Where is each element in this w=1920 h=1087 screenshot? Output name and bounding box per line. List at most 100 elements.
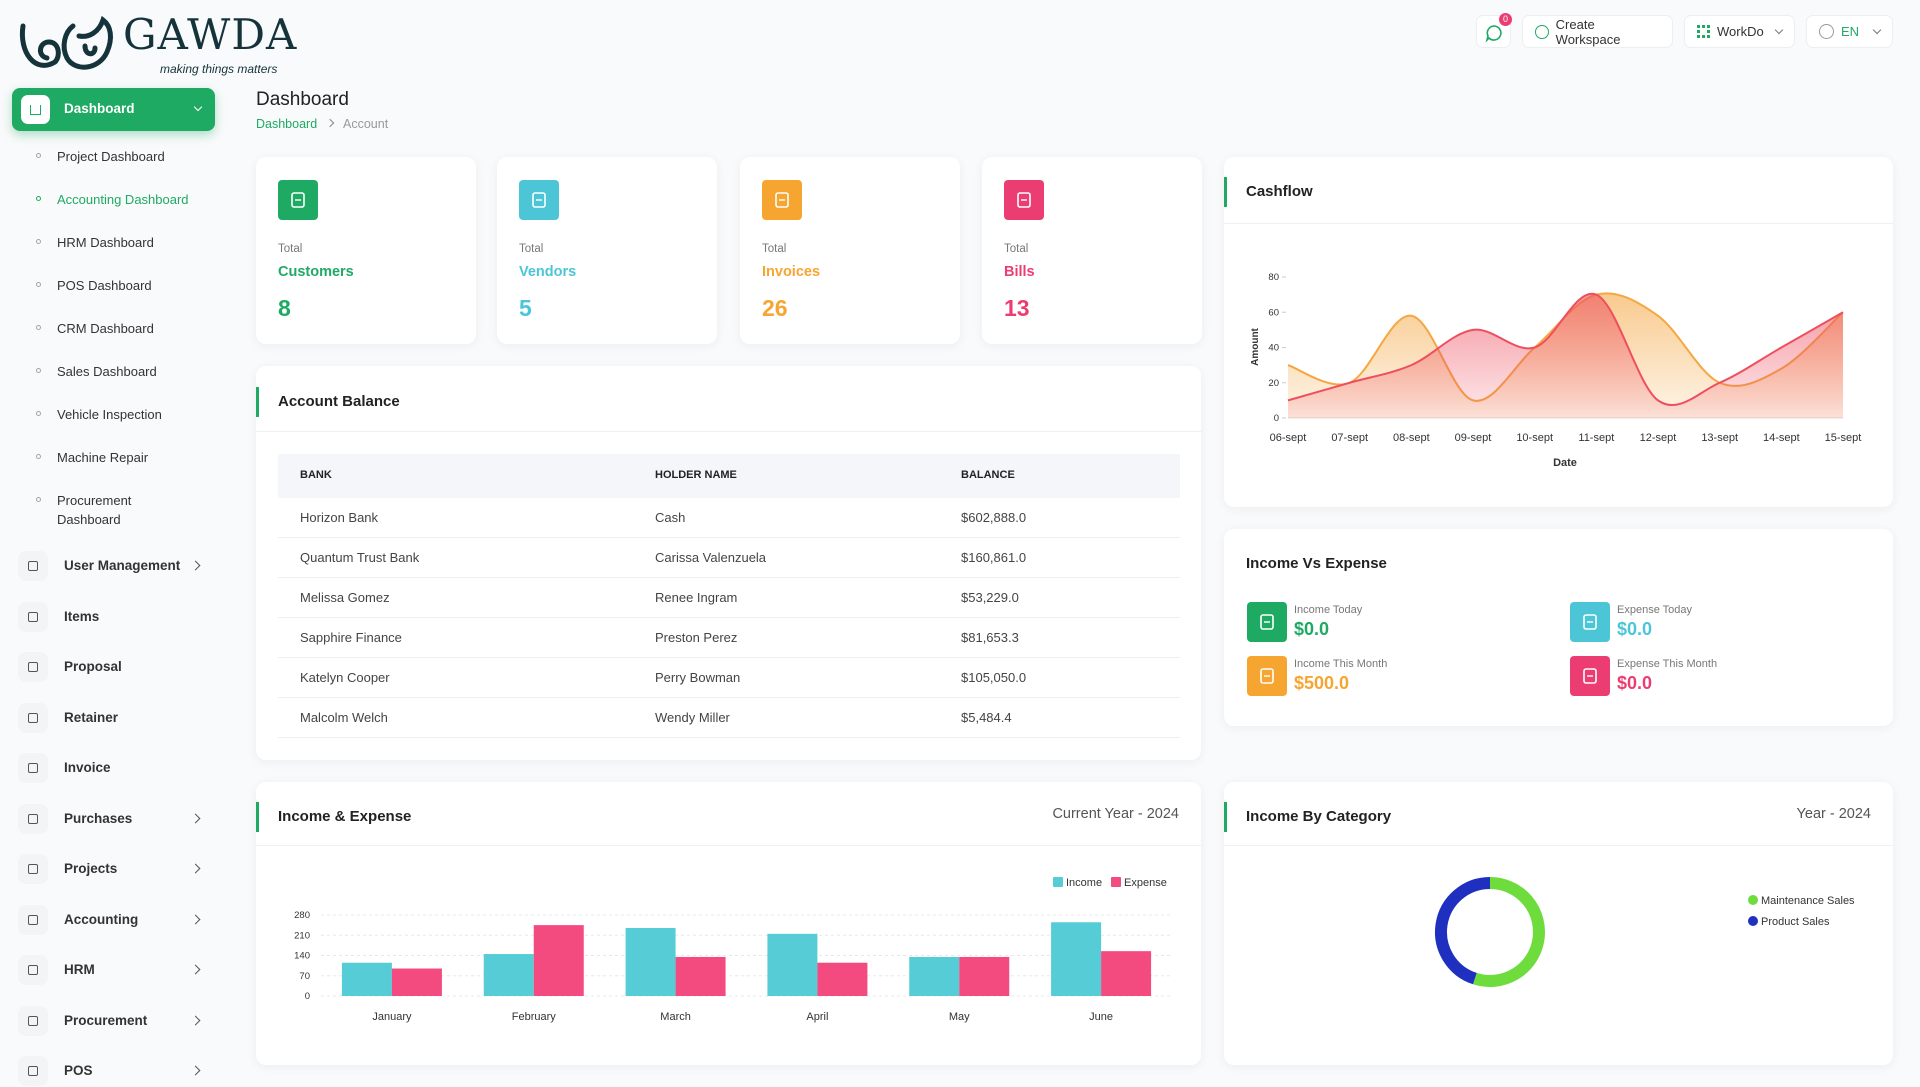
submenu-dot xyxy=(36,368,41,373)
separator xyxy=(256,845,1201,846)
table-cell: Malcolm Welch xyxy=(300,710,388,725)
sidebar-active-item[interactable]: Dashboard xyxy=(12,88,215,131)
stat-card: Total Customers 8 xyxy=(256,157,476,344)
chevron xyxy=(190,863,201,874)
submenu-label: Project Dashboard xyxy=(57,149,165,164)
menu-glyph xyxy=(28,864,38,874)
stat-card: Total Vendors 5 xyxy=(497,157,717,344)
language-label: EN xyxy=(1841,24,1860,39)
table-cell: $5,484.4 xyxy=(961,710,1012,725)
menu-item[interactable]: Accounting xyxy=(18,904,208,936)
caret xyxy=(193,102,203,112)
create-workspace-button[interactable]: Create Workspace xyxy=(1522,15,1673,48)
icon-glyph xyxy=(1260,668,1274,684)
menu-label: Items xyxy=(64,608,100,624)
table-cell: Cash xyxy=(655,510,686,525)
menu-label: HRM xyxy=(64,962,95,977)
submenu-dot xyxy=(36,325,41,330)
menu-item[interactable]: Items xyxy=(18,601,208,633)
separator xyxy=(1224,845,1893,846)
icon-glyph xyxy=(1583,614,1597,630)
icon-glyph xyxy=(1260,614,1274,630)
card-title: Income Vs Expense xyxy=(1246,555,1387,572)
stat-name: Vendors xyxy=(519,264,577,280)
menu-label: Retainer xyxy=(64,709,119,725)
icon xyxy=(1570,656,1610,696)
home-glyph xyxy=(30,105,41,115)
menu-item[interactable]: Invoice xyxy=(18,752,208,784)
submenu-label: Machine Repair xyxy=(57,450,149,465)
submenu-dot xyxy=(36,282,41,287)
chat-glyph xyxy=(1485,25,1502,43)
logo-tagline: making things matters xyxy=(160,62,278,76)
logo: GAWDA making things matters xyxy=(15,10,296,78)
notifications-button[interactable]: 0 xyxy=(1476,13,1512,48)
submenu-item[interactable]: Sales Dashboard xyxy=(30,360,210,380)
metric-label: Expense Today xyxy=(1617,604,1693,616)
logo-mark xyxy=(19,15,113,70)
card-accent xyxy=(1224,177,1227,207)
table-cell: Preston Perez xyxy=(655,630,738,645)
workspace-dropdown[interactable]: WorkDo xyxy=(1684,15,1795,48)
menu-item[interactable]: Proposal xyxy=(18,651,208,683)
metric-label: Income Today xyxy=(1294,604,1363,616)
metric-value: $0.0 xyxy=(1294,619,1330,639)
icon xyxy=(1247,602,1287,642)
submenu-item[interactable]: Machine Repair xyxy=(30,446,210,466)
menu-icon xyxy=(18,652,48,682)
menu-label: Projects xyxy=(64,861,118,876)
icon xyxy=(762,180,802,220)
metric-label: Income This Month xyxy=(1294,658,1388,670)
stat-name: Customers xyxy=(278,264,354,280)
submenu-item[interactable]: Procurement Dashboard xyxy=(30,489,210,529)
submenu-item[interactable]: Project Dashboard xyxy=(30,145,210,165)
menu-glyph xyxy=(28,965,38,975)
menu-item[interactable]: HRM xyxy=(18,954,208,986)
submenu-item[interactable]: Vehicle Inspection xyxy=(30,403,210,423)
card-subtitle: Year - 2024 xyxy=(1796,806,1871,822)
breadcrumb-link[interactable]: Dashboard xyxy=(256,117,318,131)
menu-glyph xyxy=(28,561,38,571)
menu-glyph xyxy=(28,662,38,672)
submenu-item[interactable]: POS Dashboard xyxy=(30,274,210,294)
menu-item[interactable]: User Management xyxy=(18,550,208,582)
page-title: Dashboard xyxy=(256,89,349,110)
menu-icon xyxy=(18,955,48,985)
table-row: Quantum Trust Bank Carissa Valenzuela $160… xyxy=(278,538,1180,578)
submenu-item[interactable]: CRM Dashboard xyxy=(30,317,210,337)
menu-icon xyxy=(18,551,48,581)
stat-name: Invoices xyxy=(762,264,821,280)
language-dropdown[interactable]: EN xyxy=(1806,15,1893,48)
submenu-label: Sales Dashboard xyxy=(57,364,157,379)
menu-glyph xyxy=(28,1015,38,1026)
card-accent xyxy=(1224,802,1227,832)
card-subtitle: Current Year - 2024 xyxy=(1052,806,1179,822)
menu-item[interactable]: POS xyxy=(18,1055,208,1087)
chevron xyxy=(190,1015,201,1025)
submenu-label: Accounting Dashboard xyxy=(57,192,189,207)
icon xyxy=(1004,180,1044,220)
icon-glyph xyxy=(1583,668,1597,684)
submenu-item[interactable]: HRM Dashboard xyxy=(30,231,210,251)
table-cell: Horizon Bank xyxy=(300,510,379,525)
table-cell: $160,861.0 xyxy=(961,550,1027,565)
menu-item[interactable]: Retainer xyxy=(18,702,208,734)
stat-name: Bills xyxy=(1004,264,1035,280)
grid-icon xyxy=(1697,25,1710,38)
submenu-item[interactable]: Accounting Dashboard xyxy=(30,188,210,208)
stat-label: Total xyxy=(762,243,787,255)
icon-glyph xyxy=(1017,192,1031,208)
chevron xyxy=(190,964,201,975)
menu-label: User Management xyxy=(64,558,181,573)
stat-value: 8 xyxy=(278,295,291,321)
card-title: Account Balance xyxy=(278,393,400,410)
menu-item[interactable]: Purchases xyxy=(18,803,208,835)
stat-label: Total xyxy=(278,243,303,255)
separator xyxy=(256,431,1201,432)
menu-label: Procurement xyxy=(64,1012,148,1028)
stat-value: 13 xyxy=(1004,295,1030,321)
menu-item[interactable]: Projects xyxy=(18,853,208,885)
menu-item[interactable]: Procurement xyxy=(18,1005,208,1037)
stat-label: Total xyxy=(1004,243,1029,255)
